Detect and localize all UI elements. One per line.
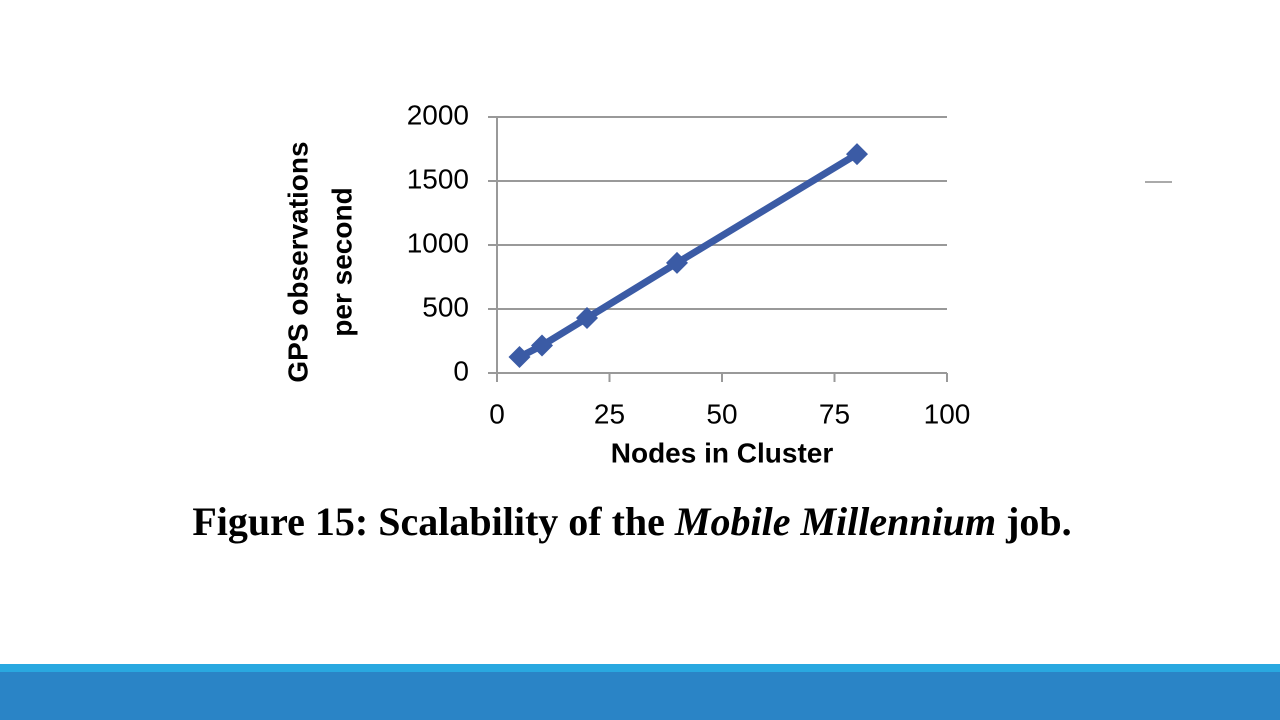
data-point xyxy=(576,306,598,329)
y-tick-label: 1000 xyxy=(407,227,469,258)
y-axis-title-line: GPS observations xyxy=(282,141,313,382)
x-tick-label: 0 xyxy=(489,398,505,429)
chart: 0 500 1000 1500 2000 0 25 50 75 100 xyxy=(407,99,971,429)
y-axis-title: GPS observations per second xyxy=(282,141,357,382)
y-axis-title-line: per second xyxy=(326,187,357,336)
x-tick-label: 25 xyxy=(594,398,625,429)
footer-bar xyxy=(0,672,1280,720)
caption-text: job. xyxy=(1005,499,1072,544)
y-tick-label: 1500 xyxy=(407,163,469,194)
y-tick-label: 500 xyxy=(422,291,469,322)
x-tick-label: 50 xyxy=(706,398,737,429)
caption-italic: Mobile Millennium xyxy=(674,499,996,544)
x-tick-label: 75 xyxy=(819,398,850,429)
data-point xyxy=(846,143,868,166)
x-axis-title: Nodes in Cluster xyxy=(611,437,834,468)
data-point xyxy=(666,251,688,274)
data-point xyxy=(531,334,553,357)
y-tick-label: 2000 xyxy=(407,99,469,130)
caption: Figure 15: Scalability of the Mobile Mill… xyxy=(192,499,1071,544)
footer-stripe xyxy=(0,664,1280,672)
caption-text: Figure 15: Scalability of the xyxy=(192,499,665,544)
x-tick-label: 100 xyxy=(924,398,971,429)
y-tick-label: 0 xyxy=(453,355,469,386)
data-point xyxy=(508,346,531,368)
